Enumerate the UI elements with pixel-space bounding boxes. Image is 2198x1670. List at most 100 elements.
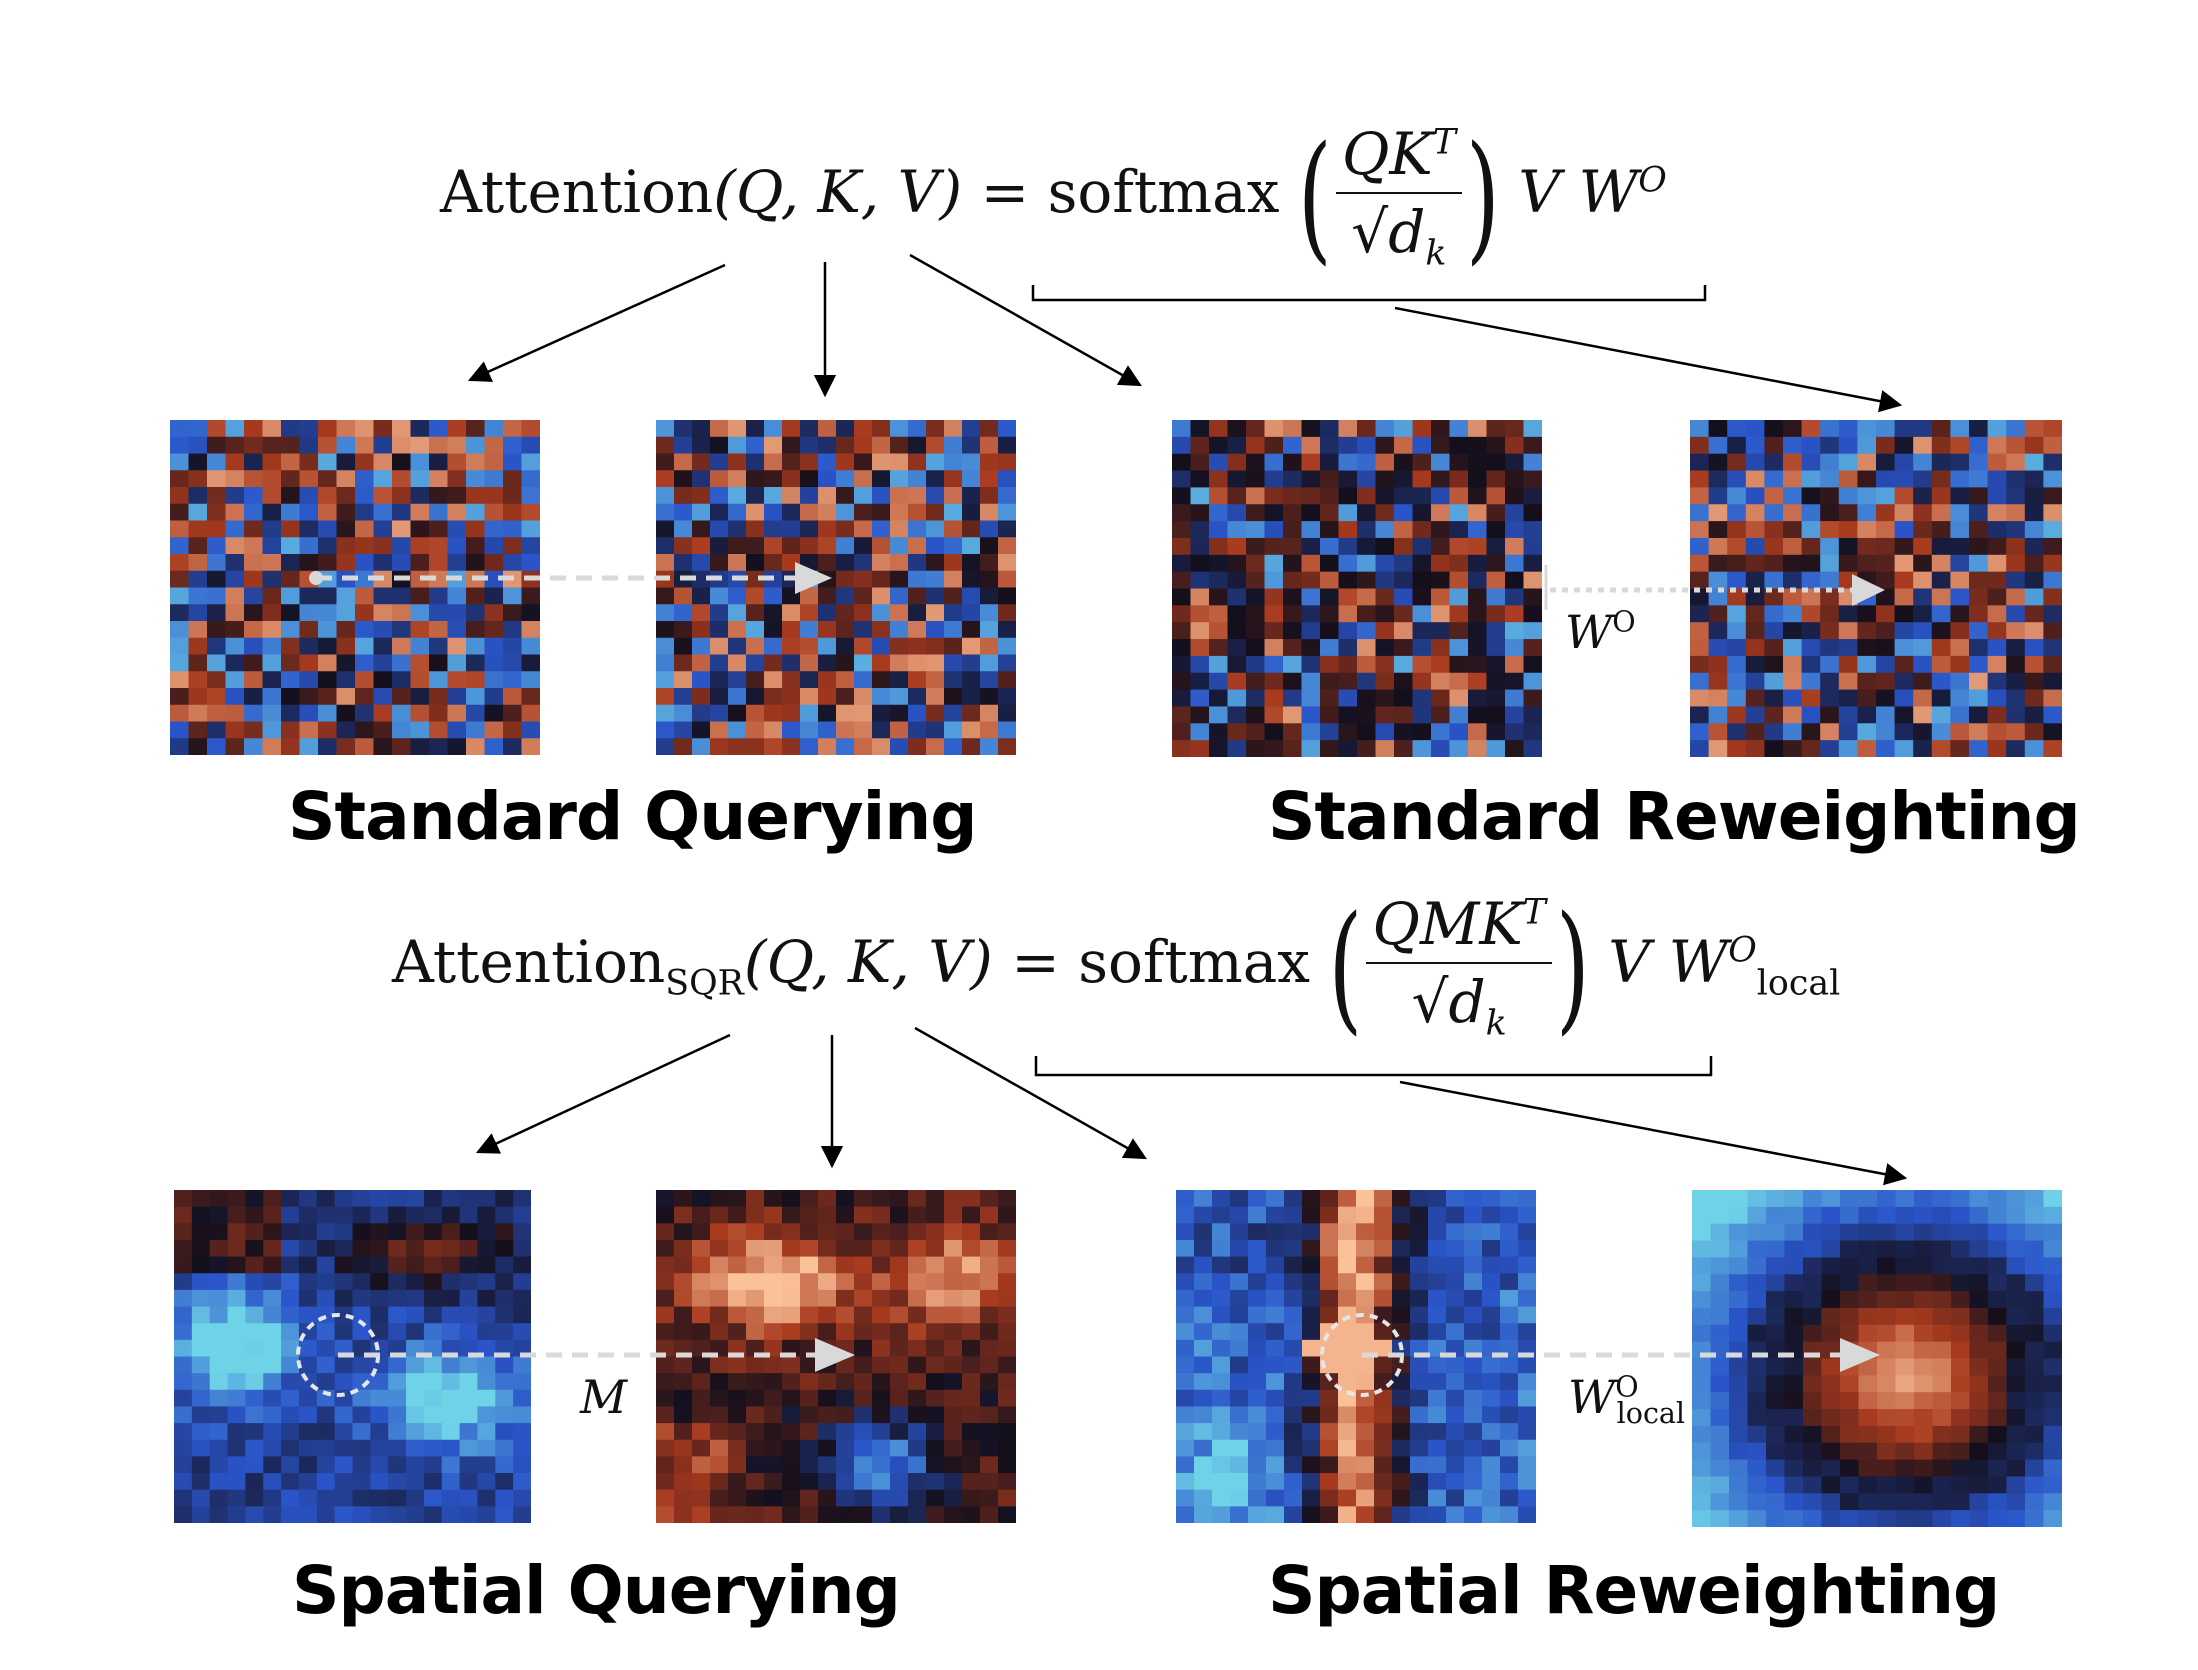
heat-cell (962, 1256, 981, 1274)
heat-cell (962, 587, 981, 605)
heat-cell (1375, 453, 1395, 472)
heat-cell (1745, 537, 1765, 556)
heat-cell (800, 637, 819, 656)
heat-cell (872, 704, 891, 723)
heat-cell (1394, 470, 1414, 488)
heat-cell (1858, 1510, 1878, 1527)
heat-cell (1708, 537, 1728, 556)
heat-cell (1446, 1273, 1465, 1291)
heat-cell (1858, 1409, 1878, 1427)
heat-cell (1766, 1307, 1786, 1326)
heat-cell (336, 453, 356, 471)
heat-cell (1950, 605, 1970, 623)
heat-cell (1987, 537, 2007, 556)
heat-cell (388, 1289, 407, 1308)
heat-cell (1394, 723, 1414, 741)
heat-cell (495, 1373, 514, 1391)
heat-cell (441, 1356, 461, 1374)
heat-cell (1518, 1423, 1536, 1441)
heat-cell (209, 1506, 229, 1523)
heat-cell (1951, 1425, 1971, 1444)
heat-cell (1374, 1223, 1393, 1241)
heat-cell (1194, 1206, 1213, 1224)
heat-cell (336, 637, 356, 656)
heat-cell (1500, 1323, 1519, 1341)
heat-cell (459, 1273, 479, 1291)
heat-cell (836, 654, 855, 672)
heat-cell (692, 420, 711, 438)
heat-cell (352, 1273, 371, 1291)
heat-cell (746, 1473, 765, 1491)
heat-cell (1486, 605, 1506, 623)
heat-cell (191, 1289, 211, 1308)
heat-cell (318, 738, 338, 755)
heat-cell (890, 1373, 909, 1391)
heat-cell (447, 503, 467, 522)
heat-cell (962, 721, 981, 739)
heat-cell (728, 1289, 747, 1308)
heat-cell (406, 1489, 425, 1507)
heat-cell (2024, 554, 2044, 573)
heat-cell (1857, 723, 1877, 741)
heat-cell (908, 721, 927, 739)
heat-cell (191, 1506, 211, 1523)
heat-cell (872, 570, 891, 589)
heat-cell (962, 1323, 981, 1341)
heat-cell (191, 1339, 211, 1358)
heat-cell (1690, 588, 1710, 606)
heat-cell (388, 1473, 407, 1491)
heat-cell (1248, 1489, 1267, 1507)
heat-cell (944, 1306, 963, 1324)
heat-cell (1394, 622, 1414, 640)
heat-cell (908, 704, 927, 723)
heat-cell (1505, 689, 1525, 708)
heat-cell (1523, 504, 1542, 522)
heat-cell (764, 721, 783, 739)
heat-cell (207, 688, 227, 706)
heat-cell (1446, 1190, 1465, 1208)
heat-cell (1895, 1409, 1915, 1427)
heat-cell (1176, 1423, 1195, 1441)
heat-cell (854, 721, 873, 739)
heat-cell (962, 1306, 981, 1324)
heat-cell (388, 1206, 407, 1224)
heat-cell (318, 554, 338, 572)
heat-cell (495, 1306, 514, 1324)
heat-cell (209, 1206, 229, 1224)
heat-cell (410, 453, 430, 471)
heat-cell (1987, 554, 2007, 573)
heat-cell (1283, 487, 1303, 505)
heat-cell (316, 1423, 336, 1441)
heat-cell (1951, 1206, 1971, 1225)
heat-cell (980, 1206, 999, 1224)
heat-cell (1172, 605, 1192, 623)
heat-cell (1690, 470, 1710, 488)
heat-cell (459, 1190, 479, 1208)
heat-cell (1172, 554, 1192, 573)
heat-cell (1266, 1373, 1285, 1391)
eq-numerator-sup: T (1432, 122, 1456, 163)
heat-cell (410, 704, 430, 723)
heat-cell (1727, 588, 1747, 606)
heat-cell (1320, 571, 1340, 590)
heat-cell (1172, 521, 1192, 539)
heat-cell (352, 1356, 371, 1374)
heat-cell (1338, 1190, 1357, 1208)
heat-cell (1209, 689, 1229, 708)
heat-cell (1246, 740, 1266, 757)
heat-cell (513, 1190, 531, 1208)
heat-cell (2024, 588, 2044, 606)
heat-cell (1783, 588, 1803, 606)
heat-cell (225, 453, 245, 471)
heat-cell (1877, 1291, 1897, 1309)
heat-cell (764, 621, 783, 639)
heat-cell (1410, 1389, 1429, 1408)
heat-cell (998, 1439, 1016, 1457)
heat-cell (1428, 1423, 1447, 1441)
heat-cell (728, 1389, 747, 1408)
heat-cell (441, 1190, 461, 1208)
heat-cell (764, 1273, 783, 1291)
heat-cell (1745, 487, 1765, 505)
heat-cell (710, 738, 729, 755)
heat-cell (1858, 1274, 1878, 1292)
